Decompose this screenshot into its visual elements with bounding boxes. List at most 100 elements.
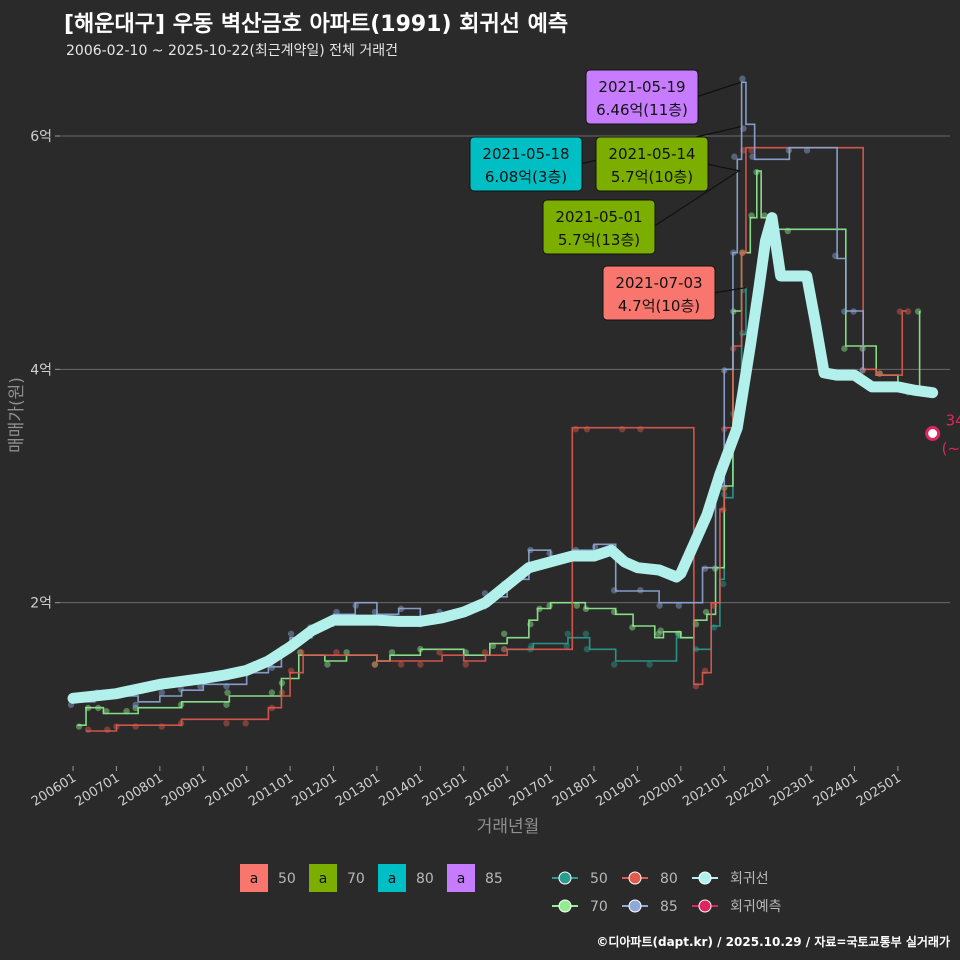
series-point-70: [324, 661, 331, 668]
series-point-50: [563, 642, 570, 650]
series-point-80: [132, 723, 139, 730]
legend-box-label: 50: [278, 871, 296, 887]
series-point-80: [481, 649, 489, 656]
series-point-50: [583, 645, 591, 653]
series-point-50: [710, 624, 718, 631]
series-point-80: [739, 249, 746, 256]
series-point-80: [692, 683, 700, 690]
series-point-70: [655, 630, 662, 637]
series-point-70: [629, 624, 636, 631]
callout-date: 2021-05-01: [555, 208, 642, 226]
x-tick-label: 202501: [854, 771, 904, 810]
series-point-50: [500, 645, 508, 653]
callout-box: [602, 265, 716, 321]
series-point-70: [224, 689, 231, 696]
callout-price: 6.46억(11층): [596, 101, 688, 119]
legend-box-80: [378, 864, 406, 892]
series-point-80: [462, 661, 469, 668]
legend-marker: [558, 871, 572, 885]
series-point-80: [500, 645, 508, 653]
x-tick-label: 202301: [767, 771, 817, 810]
series-point-80: [619, 425, 626, 433]
legend-box-label: 85: [485, 871, 503, 887]
series-point-80: [417, 661, 424, 668]
series-line-80: [86, 146, 907, 732]
prediction-area: (~80㎡): [942, 440, 960, 458]
series-point-70: [536, 605, 543, 613]
callout-leader: [712, 287, 747, 294]
series-point-70: [371, 661, 379, 668]
series-point-85: [546, 550, 553, 557]
x-axis-title: 거래년월: [477, 817, 540, 837]
legend-box-key: a: [319, 871, 328, 887]
legend-marker: [558, 899, 572, 913]
series-point-70: [462, 649, 469, 656]
callout-labels: 2021-05-19 6.46억(11층) 2021-05-18 6.08억(3층) 2…: [469, 69, 747, 321]
callout-box: [595, 136, 709, 192]
series-point-85: [739, 75, 746, 82]
x-tick-label: 201501: [420, 771, 470, 810]
legend-line-label: 50: [590, 871, 608, 887]
series-point-70: [500, 630, 508, 637]
series-point-80: [268, 704, 276, 712]
series-point-70: [489, 642, 497, 650]
legend-box-label: 80: [416, 871, 434, 887]
legend-box-label: 70: [347, 871, 365, 887]
legend-marker: [698, 871, 712, 885]
prediction-marker: [925, 426, 941, 441]
series-point-70: [914, 308, 922, 315]
series-point-80: [242, 720, 249, 727]
series-point-85: [675, 602, 683, 609]
prediction-value: 34,500: [946, 412, 960, 430]
x-tick-label: 200601: [29, 771, 79, 810]
series-point-85: [397, 605, 405, 613]
series-point-85: [527, 546, 534, 554]
series-point-70: [573, 602, 581, 609]
series-point-85: [749, 153, 756, 160]
x-tick-label: 200801: [116, 771, 166, 810]
callout-price: 5.7억(10층): [611, 168, 693, 186]
series-point-80: [371, 661, 379, 668]
legend-box-50: [240, 864, 268, 892]
series-point-50: [564, 630, 571, 637]
callout-leader: [652, 170, 739, 228]
series-point-70: [343, 649, 350, 656]
series-point-85: [832, 252, 839, 260]
series-point-80: [397, 661, 405, 668]
series-point-85: [611, 587, 618, 594]
gridlines: [60, 135, 950, 604]
series-point-80: [223, 720, 230, 727]
series-point-85: [287, 630, 295, 637]
series-point-85: [591, 543, 599, 551]
series-point-80: [583, 425, 591, 433]
series-point-70: [268, 689, 276, 696]
x-tick-label: 202101: [680, 771, 730, 810]
series-point-80: [859, 367, 866, 374]
x-tick-label: 201001: [203, 771, 253, 810]
x-tick-label: 201601: [463, 771, 513, 810]
callout-price: 6.08억(3층): [485, 168, 567, 186]
legend-marker: [628, 871, 642, 885]
page-subtitle: 2006-02-10 ~ 2025-10-22(최근계약일) 전체 거래건: [66, 43, 398, 59]
series-point-80: [84, 726, 92, 733]
series-point-80: [333, 649, 340, 656]
x-axis-ticks: 2006012007012008012009012010012011012012…: [29, 766, 904, 810]
legend-box-85: [447, 864, 475, 892]
series-point-70: [582, 605, 590, 613]
series-point-70: [84, 704, 92, 712]
prediction-point: 34,500 (~80㎡): [925, 412, 960, 458]
series-point-70: [296, 649, 304, 656]
legend: a 50 a 70 a 80 a 85 50 80 회귀선 70 85 회귀예측: [240, 864, 782, 915]
series-point-70: [841, 345, 848, 352]
callout-leader: [705, 163, 741, 172]
x-tick-label: 201901: [593, 771, 643, 810]
series-point-50: [582, 630, 590, 637]
y-axis-ticks: 2억 4억 6억: [30, 129, 60, 612]
series-point-80: [748, 147, 755, 154]
x-tick-label: 201801: [550, 771, 600, 810]
x-tick-label: 202201: [724, 771, 774, 810]
series-point-80: [710, 602, 718, 609]
series-point-80: [287, 667, 295, 675]
legend-box-key: a: [250, 871, 259, 887]
series-line-70: [77, 170, 921, 726]
